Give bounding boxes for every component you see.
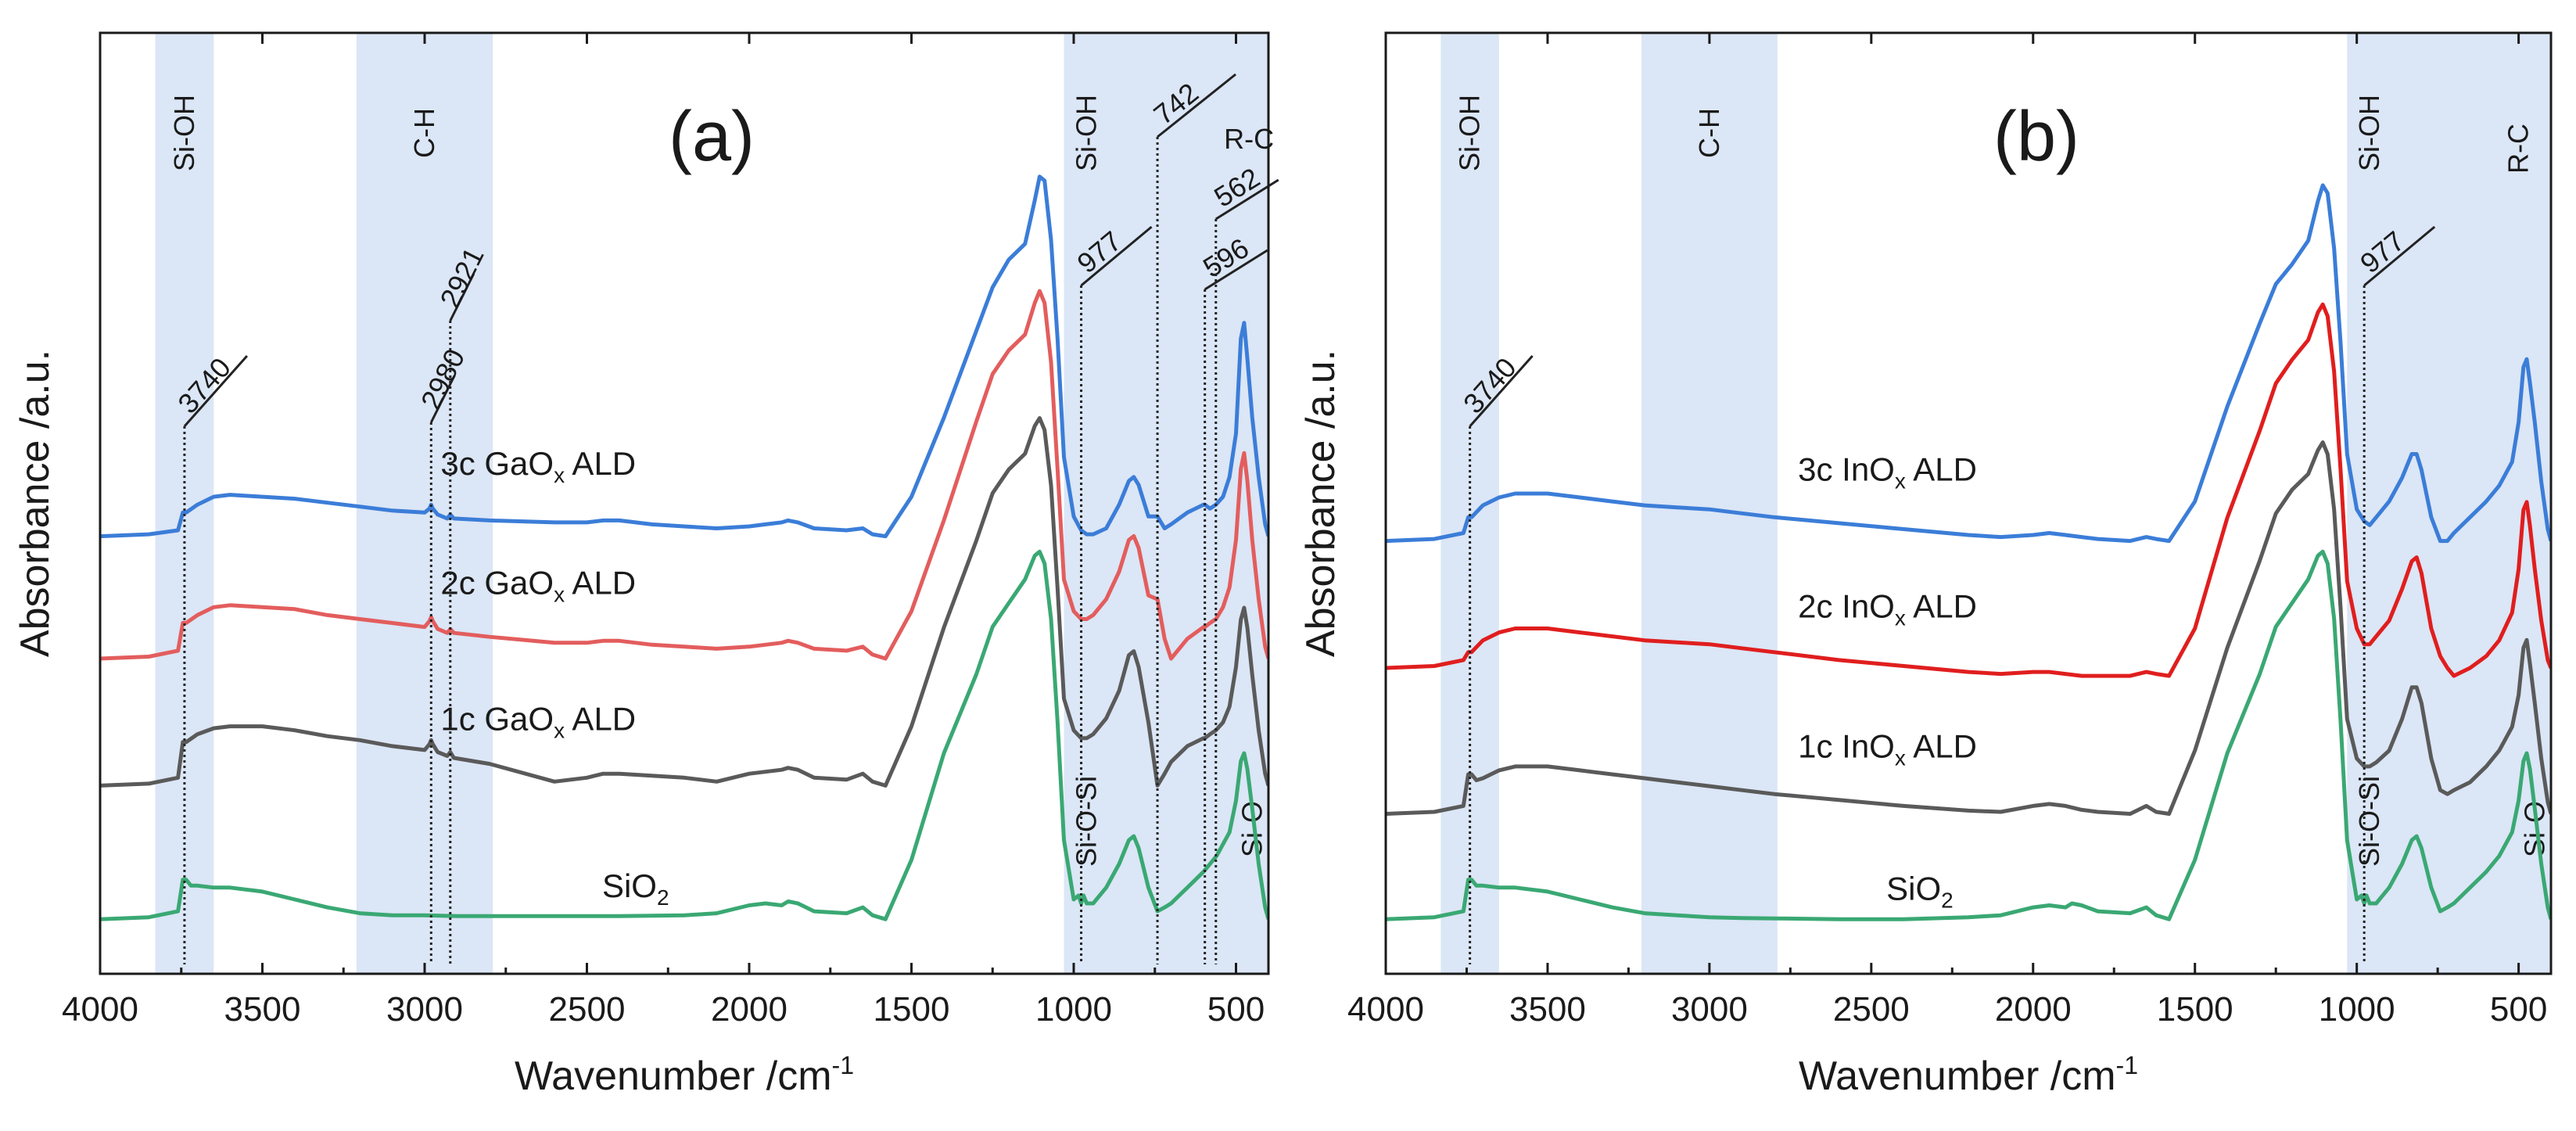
- series-line-1c-inox-ald: [1386, 440, 2551, 816]
- plot-frame: [99, 31, 1270, 975]
- highlight-band: [356, 33, 493, 974]
- x-tick-label: 3500: [1509, 990, 1586, 1029]
- peak-leader-line: [449, 273, 475, 321]
- band-label: R-C: [1224, 123, 1274, 155]
- x-tick-label: 500: [2490, 990, 2547, 1029]
- peak-leader-line: [1157, 73, 1237, 138]
- chart-panel-b: Si-OH C-H Si-OH R-CSi-O-Si Si-O3c InOx ALD2c…: [1298, 31, 2553, 1099]
- band-label: Si-OH: [1454, 95, 1486, 171]
- band-label: Si-OH: [1071, 95, 1103, 171]
- series-line-sio2: [100, 549, 1268, 921]
- plot-frame: [1384, 31, 2553, 975]
- band-label: Si-O-Si: [1071, 776, 1103, 867]
- peak-leader-line: [1080, 225, 1153, 287]
- series-label: 2c InOx ALD: [1798, 587, 1977, 630]
- series-label: 1c GaOx ALD: [440, 701, 636, 743]
- series-label: 1c InOx ALD: [1798, 727, 1977, 770]
- series-line-3c-gaox-ald: [100, 174, 1268, 539]
- panel-label: (a): [669, 98, 755, 176]
- series-line-1c-gaox-ald: [100, 416, 1268, 788]
- x-axis-title: Wavenumber /cm-1: [515, 1051, 854, 1099]
- x-tick-label: 3000: [1671, 990, 1748, 1029]
- panel-label: (b): [1993, 98, 2079, 176]
- x-tick-label: 2500: [1833, 990, 1910, 1029]
- highlight-band: [1641, 33, 1778, 974]
- peak-leader-line: [1469, 355, 1534, 427]
- series-label: 2c GaOx ALD: [440, 565, 636, 607]
- x-tick-label: 500: [1207, 990, 1265, 1029]
- band-label: C-H: [1693, 108, 1725, 158]
- peak-leader-line: [183, 355, 249, 427]
- x-tick-label: 2000: [1995, 990, 2072, 1029]
- y-axis-title: Absorbance /a.u.: [13, 350, 58, 657]
- x-tick-label: 1500: [874, 990, 950, 1029]
- band-label: Si-O-Si: [2353, 776, 2385, 867]
- x-tick-label: 1000: [1035, 990, 1112, 1029]
- x-tick-label: 1500: [2157, 990, 2233, 1029]
- peak-leader-line: [1204, 249, 1268, 291]
- series-line-2c-gaox-ald: [100, 289, 1268, 661]
- x-tick-label: 1000: [2319, 990, 2395, 1029]
- series-label: 3c GaOx ALD: [440, 445, 636, 487]
- series-label: SiO2: [1886, 871, 1954, 913]
- band-label: Si-OH: [168, 95, 200, 171]
- series-line-3c-inox-ald: [1386, 183, 2551, 544]
- series-label: 3c InOx ALD: [1798, 451, 1977, 493]
- x-tick-label: 4000: [1347, 990, 1424, 1029]
- x-tick-label: 3000: [386, 990, 463, 1029]
- x-tick-label: 2500: [549, 990, 626, 1029]
- x-tick-label: 2000: [711, 990, 788, 1029]
- peak-leader-line: [2363, 225, 2436, 287]
- series-label: SiO2: [602, 867, 669, 910]
- x-tick-label: 3500: [224, 990, 301, 1029]
- band-label: C-H: [408, 108, 440, 158]
- series-line-2c-inox-ald: [1386, 302, 2551, 678]
- y-axis-title: Absorbance /a.u.: [1298, 350, 1344, 657]
- series-line-sio2: [1386, 549, 2551, 921]
- band-label: Si-OH: [2353, 95, 2385, 171]
- band-label: R-C: [2502, 124, 2535, 174]
- x-axis-title: Wavenumber /cm-1: [1799, 1051, 2138, 1099]
- chart-panel-a: Si-OH C-H Si-OH R-CSi-O-Si Si-O3c GaOx ALD2c…: [13, 31, 1279, 1099]
- x-tick-label: 4000: [62, 990, 138, 1029]
